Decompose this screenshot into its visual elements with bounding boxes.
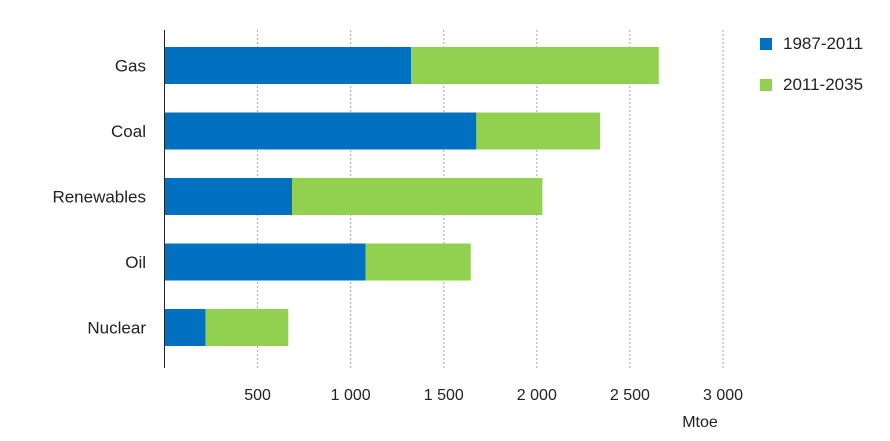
category-label: Oil	[125, 253, 146, 272]
x-tick-label: 3 000	[703, 387, 743, 404]
bar-gas-series-1	[164, 47, 412, 84]
x-tick-label: 500	[244, 387, 271, 404]
legend: 1987-2011 2011-2035	[760, 34, 863, 94]
legend-swatch	[760, 38, 772, 50]
bar-oil-series-2	[365, 243, 471, 281]
category-label: Nuclear	[87, 319, 146, 338]
bar-oil-series-1	[164, 243, 366, 281]
bar-renewables-series-2	[292, 178, 543, 215]
category-label: Renewables	[52, 188, 146, 207]
legend-label: 2011-2035	[783, 75, 863, 94]
x-tick-label: 2 500	[610, 387, 650, 404]
bar-coal-series-1	[164, 112, 477, 150]
x-tick-labels: 500 1 000 1 500 2 000 2 500 3 000	[244, 387, 743, 404]
bar-gas-series-2	[411, 47, 659, 84]
legend-swatch	[760, 79, 772, 91]
bar-renewables-series-1	[164, 178, 293, 215]
x-tick-label: 2 000	[517, 387, 557, 404]
category-label: Gas	[115, 57, 146, 76]
bar-nuclear-series-2	[205, 309, 289, 346]
bar-coal-series-2	[476, 112, 601, 150]
x-tick-label: 1 000	[331, 387, 371, 404]
category-label: Coal	[111, 122, 146, 141]
x-axis-unit-label: Mtoe	[682, 414, 718, 431]
x-tick-label: 1 500	[424, 387, 464, 404]
bars	[164, 47, 659, 346]
category-labels: Gas Coal Renewables Oil Nuclear	[52, 57, 146, 338]
bar-nuclear-series-1	[164, 309, 206, 346]
legend-label: 1987-2011	[783, 34, 863, 53]
